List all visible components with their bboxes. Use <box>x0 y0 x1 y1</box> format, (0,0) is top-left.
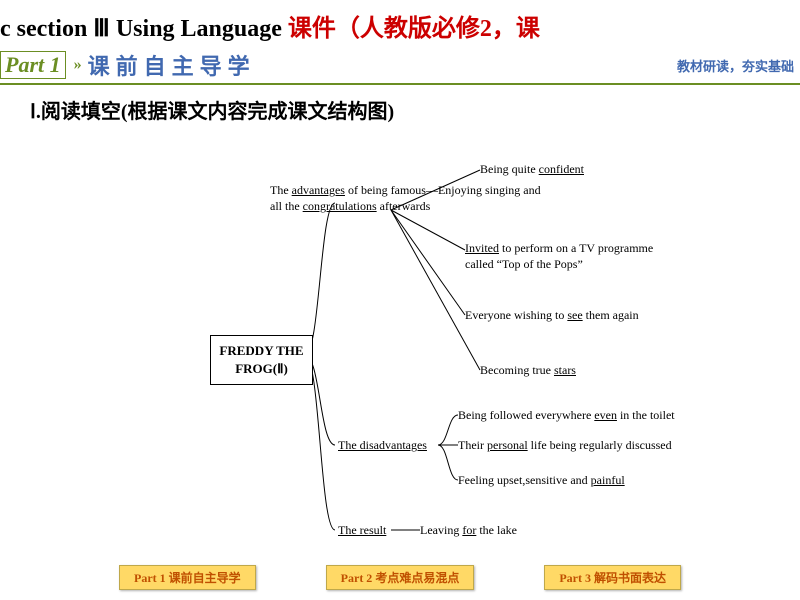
part-label: Part 1 <box>0 51 66 79</box>
title-prefix: c section Ⅲ Using Language <box>0 16 288 42</box>
dis-item-1: Being followed everywhere even in the to… <box>458 408 675 423</box>
title-suffix: 课件（人教版必修2，课 <box>288 16 540 42</box>
bottom-navigation: Part 1 课前自主导学 Part 2 考点难点易混点 Part 3 解码书面… <box>0 565 800 590</box>
root-line1: FREDDY THE <box>219 343 303 358</box>
chevron-icon: » <box>74 56 82 74</box>
advantages-head-2: all the congratulations afterwards <box>270 199 430 214</box>
dis-item-3: Feeling upset,sensitive and painful <box>458 473 625 488</box>
adv-item-2a: Invited to perform on a TV programme <box>465 241 653 256</box>
section-bar: Part 1 » 课前自主导学 教材研读，夯实基础 <box>0 47 800 85</box>
advantages-head-1: The advantages of being famous—Enjoying … <box>270 183 541 198</box>
adv-item-1: Being quite confident <box>480 162 584 177</box>
result-item: Leaving for the lake <box>420 523 517 538</box>
nav-part1-button[interactable]: Part 1 课前自主导学 <box>119 565 256 590</box>
result-head: The result <box>338 523 386 538</box>
section-subtitle: 教材研读，夯实基础 <box>677 56 794 75</box>
nav-part2-button[interactable]: Part 2 考点难点易混点 <box>326 565 475 590</box>
adv-item-4: Becoming true stars <box>480 363 576 378</box>
adv-item-2b: called “Top of the Pops” <box>465 257 583 272</box>
dis-item-2: Their personal life being regularly disc… <box>458 438 672 453</box>
adv-item-3: Everyone wishing to see them again <box>465 308 639 323</box>
section-title: 课前自主导学 <box>88 49 256 81</box>
root-line2: FROG(Ⅱ) <box>235 361 288 376</box>
disadvantages-head: The disadvantages <box>338 438 427 453</box>
page-title: c section Ⅲ Using Language 课件（人教版必修2，课 <box>0 0 800 47</box>
nav-part3-button[interactable]: Part 3 解码书面表达 <box>544 565 681 590</box>
root-node: FREDDY THE FROG(Ⅱ) <box>210 335 313 385</box>
concept-map: FREDDY THE FROG(Ⅱ) The advantages of bei… <box>190 155 790 545</box>
instruction-text: Ⅰ.阅读填空(根据课文内容完成课文结构图) <box>30 95 800 124</box>
